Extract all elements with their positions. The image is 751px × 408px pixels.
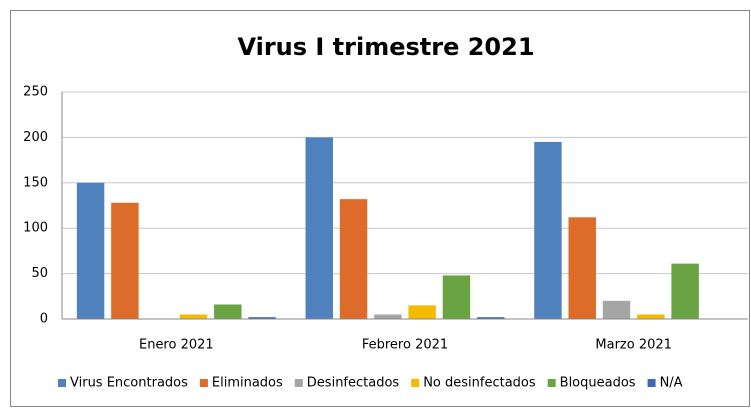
bar — [477, 317, 505, 319]
bar — [179, 314, 208, 319]
bar — [637, 314, 665, 319]
legend-label: Bloqueados — [560, 376, 636, 391]
legend-label: Desinfectados — [307, 376, 400, 391]
legend-label: Eliminados — [212, 376, 283, 391]
legend-swatch — [411, 379, 420, 387]
legend-swatch — [547, 379, 556, 387]
bar — [248, 317, 276, 319]
bar — [408, 305, 436, 319]
bar — [442, 275, 471, 319]
x-tick-label: Febrero 2021 — [362, 338, 448, 353]
bar — [214, 304, 242, 319]
legend-label: No desinfectados — [423, 376, 536, 391]
y-tick-label: 200 — [23, 130, 48, 145]
x-tick-label: Enero 2021 — [139, 338, 214, 353]
x-tick-label: Marzo 2021 — [595, 338, 672, 353]
bar — [602, 300, 631, 319]
y-tick-label: 150 — [23, 175, 48, 190]
bar — [305, 137, 333, 319]
y-tick-label: 100 — [23, 221, 48, 236]
bar — [671, 263, 699, 319]
legend-swatch — [58, 379, 66, 387]
bar — [339, 199, 368, 319]
y-tick-label: 50 — [31, 266, 48, 281]
legend-label: Virus Encontrados — [70, 376, 188, 391]
bar — [374, 314, 402, 319]
legend-swatch — [294, 379, 303, 387]
bar — [111, 202, 139, 319]
chart-title: Virus I trimestre 2021 — [237, 33, 534, 61]
bar — [568, 217, 596, 319]
bar — [534, 141, 562, 319]
legend-label: N/A — [660, 376, 683, 391]
y-tick-label: 0 — [40, 312, 48, 327]
y-tick-label: 250 — [23, 85, 48, 100]
legend-swatch — [199, 379, 208, 387]
legend-swatch — [647, 379, 656, 387]
bar — [76, 182, 105, 319]
